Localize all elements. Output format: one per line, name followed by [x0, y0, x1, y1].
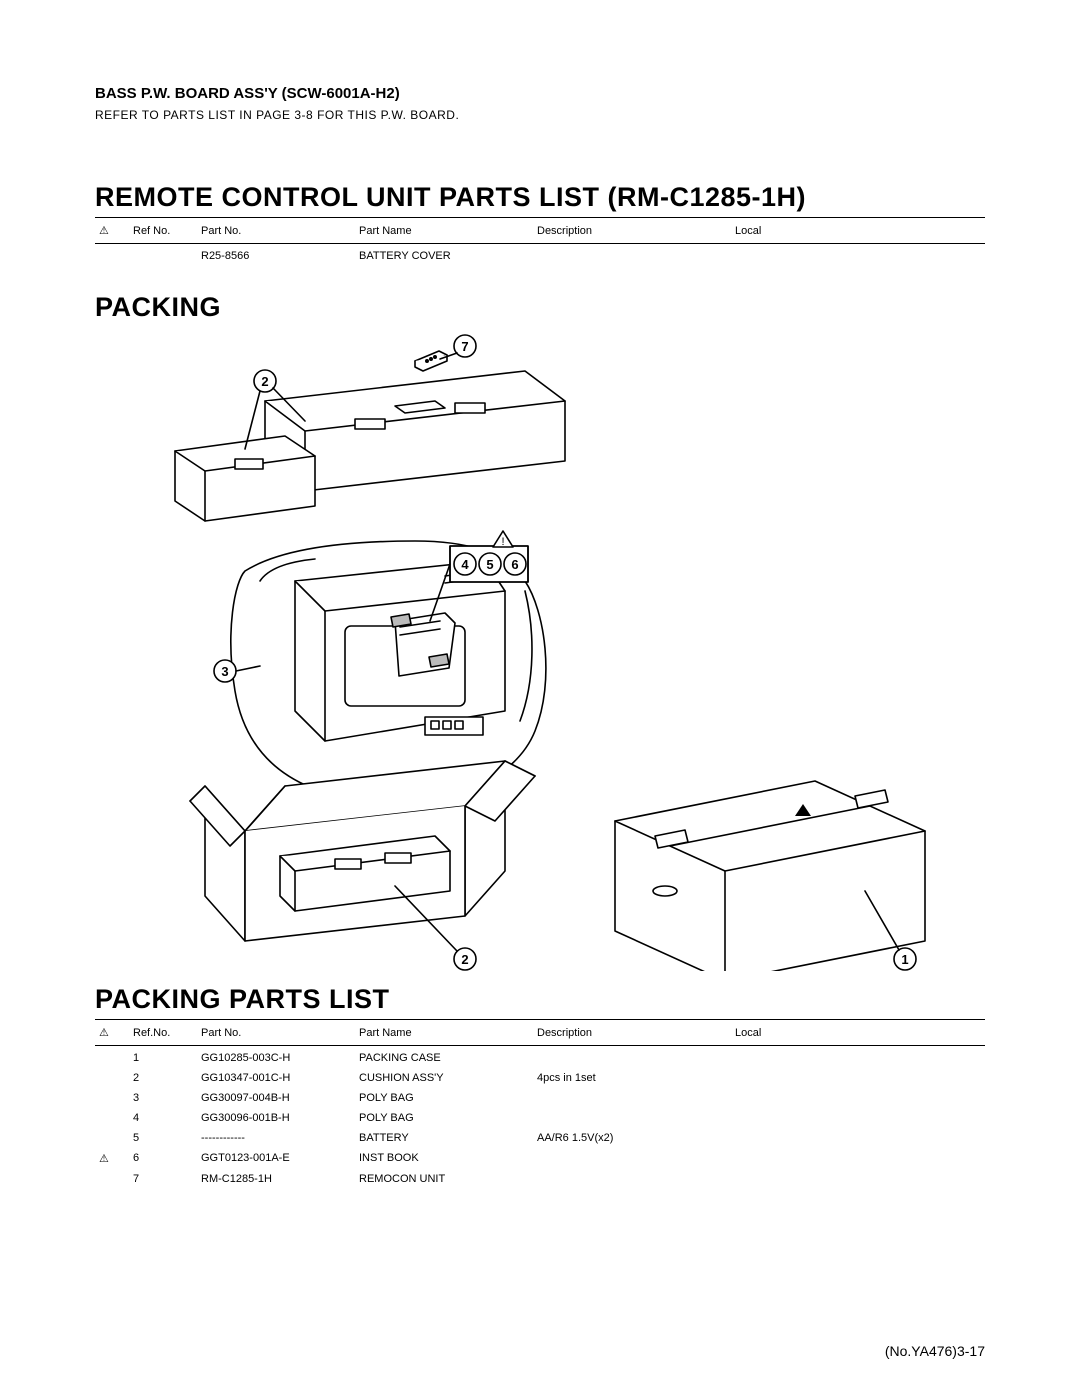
cell-ref: 6 [129, 1146, 197, 1167]
cell-name: POLY BAG [355, 1086, 533, 1106]
cell-local [731, 1086, 985, 1106]
cell-local [731, 1146, 985, 1167]
cell-name: BATTERY [355, 1126, 533, 1146]
table-row: ⚠6GGT0123-001A-EINST BOOK [95, 1146, 985, 1167]
callout-2b: 2 [461, 952, 468, 967]
cell-ref: 5 [129, 1126, 197, 1146]
cell-pn: GGT0123-001A-E [197, 1146, 355, 1167]
callout-2a: 2 [261, 374, 268, 389]
callout-6: 6 [511, 557, 518, 572]
cell-warn [95, 1046, 129, 1067]
cell-ref: 7 [129, 1167, 197, 1187]
remote-icon [415, 351, 447, 371]
cell-desc: AA/R6 1.5V(x2) [533, 1126, 731, 1146]
cell-warn: ⚠ [95, 1146, 129, 1167]
cell-ref: 2 [129, 1066, 197, 1086]
cell-pn: GG10347-001C-H [197, 1066, 355, 1086]
callout-4: 4 [461, 557, 469, 572]
col-desc: Description [533, 1020, 731, 1046]
table-row: 2GG10347-001C-HCUSHION ASS'Y4pcs in 1set [95, 1066, 985, 1086]
packing-diagram-svg: 7 2 4 5 6 ! [95, 331, 985, 971]
table-row: 5------------BATTERYAA/R6 1.5V(x2) [95, 1126, 985, 1146]
cell-local [731, 1046, 985, 1067]
packing-title: PACKING [95, 292, 985, 323]
col-partno: Part No. [197, 1020, 355, 1046]
page-footer: (No.YA476)3-17 [885, 1343, 985, 1359]
table-row: 4GG30096-001B-HPOLY BAG [95, 1106, 985, 1126]
col-partname: Part Name [355, 1020, 533, 1046]
packing-parts-table: ⚠ Ref.No. Part No. Part Name Description… [95, 1019, 985, 1187]
table-row: 3GG30097-004B-HPOLY BAG [95, 1086, 985, 1106]
callout-5: 5 [486, 557, 493, 572]
cell-warn [95, 244, 129, 265]
col-local: Local [731, 1020, 985, 1046]
callout-1: 1 [901, 952, 908, 967]
cell-desc [533, 244, 731, 265]
cell-desc [533, 1167, 731, 1187]
cell-warn [95, 1086, 129, 1106]
cell-warn [95, 1126, 129, 1146]
packing-diagram: 7 2 4 5 6 ! [95, 327, 985, 984]
callout-3: 3 [221, 664, 228, 679]
cell-pn: R25-8566 [197, 244, 355, 265]
cell-name: POLY BAG [355, 1106, 533, 1126]
cell-name: CUSHION ASS'Y [355, 1066, 533, 1086]
cell-name: PACKING CASE [355, 1046, 533, 1067]
cell-desc [533, 1146, 731, 1167]
col-ref: Ref.No. [129, 1020, 197, 1046]
remote-parts-table: ⚠ Ref No. Part No. Part Name Description… [95, 217, 985, 264]
callout-7: 7 [461, 339, 468, 354]
cell-ref: 3 [129, 1086, 197, 1106]
col-warn: ⚠ [95, 1020, 129, 1046]
cell-local [731, 1126, 985, 1146]
cell-local [731, 1066, 985, 1086]
cell-desc [533, 1106, 731, 1126]
col-partno: Part No. [197, 218, 355, 244]
cell-pn: RM-C1285-1H [197, 1167, 355, 1187]
cell-desc: 4pcs in 1set [533, 1066, 731, 1086]
closed-box-icon [615, 781, 925, 971]
cell-warn [95, 1066, 129, 1086]
svg-text:!: ! [501, 536, 504, 548]
cell-pn: ------------ [197, 1126, 355, 1146]
open-box-icon [190, 761, 535, 941]
col-partname: Part Name [355, 218, 533, 244]
cell-name: BATTERY COVER [355, 244, 533, 265]
packing-list-title: PACKING PARTS LIST [95, 984, 985, 1015]
cell-warn [95, 1106, 129, 1126]
col-local: Local [731, 218, 985, 244]
cell-pn: GG30096-001B-H [197, 1106, 355, 1126]
cell-desc [533, 1046, 731, 1067]
table-row: 7RM-C1285-1HREMOCON UNIT [95, 1167, 985, 1187]
cell-name: INST BOOK [355, 1146, 533, 1167]
cell-pn: GG30097-004B-H [197, 1086, 355, 1106]
cell-name: REMOCON UNIT [355, 1167, 533, 1187]
bass-board-title: BASS P.W. BOARD ASS'Y (SCW-6001A-H2) [95, 85, 985, 102]
table-row: R25-8566 BATTERY COVER [95, 244, 985, 265]
cell-ref [129, 244, 197, 265]
cell-desc [533, 1086, 731, 1106]
cell-ref: 4 [129, 1106, 197, 1126]
col-warn: ⚠ [95, 218, 129, 244]
cell-warn [95, 1167, 129, 1187]
col-desc: Description [533, 218, 731, 244]
cell-local [731, 1106, 985, 1126]
cell-local [731, 244, 985, 265]
cell-local [731, 1167, 985, 1187]
remote-list-title: REMOTE CONTROL UNIT PARTS LIST (RM-C1285… [95, 182, 985, 213]
col-ref: Ref No. [129, 218, 197, 244]
bass-board-note: REFER TO PARTS LIST IN PAGE 3-8 FOR THIS… [95, 108, 985, 122]
cell-pn: GG10285-003C-H [197, 1046, 355, 1067]
table-row: 1GG10285-003C-HPACKING CASE [95, 1046, 985, 1067]
cell-ref: 1 [129, 1046, 197, 1067]
